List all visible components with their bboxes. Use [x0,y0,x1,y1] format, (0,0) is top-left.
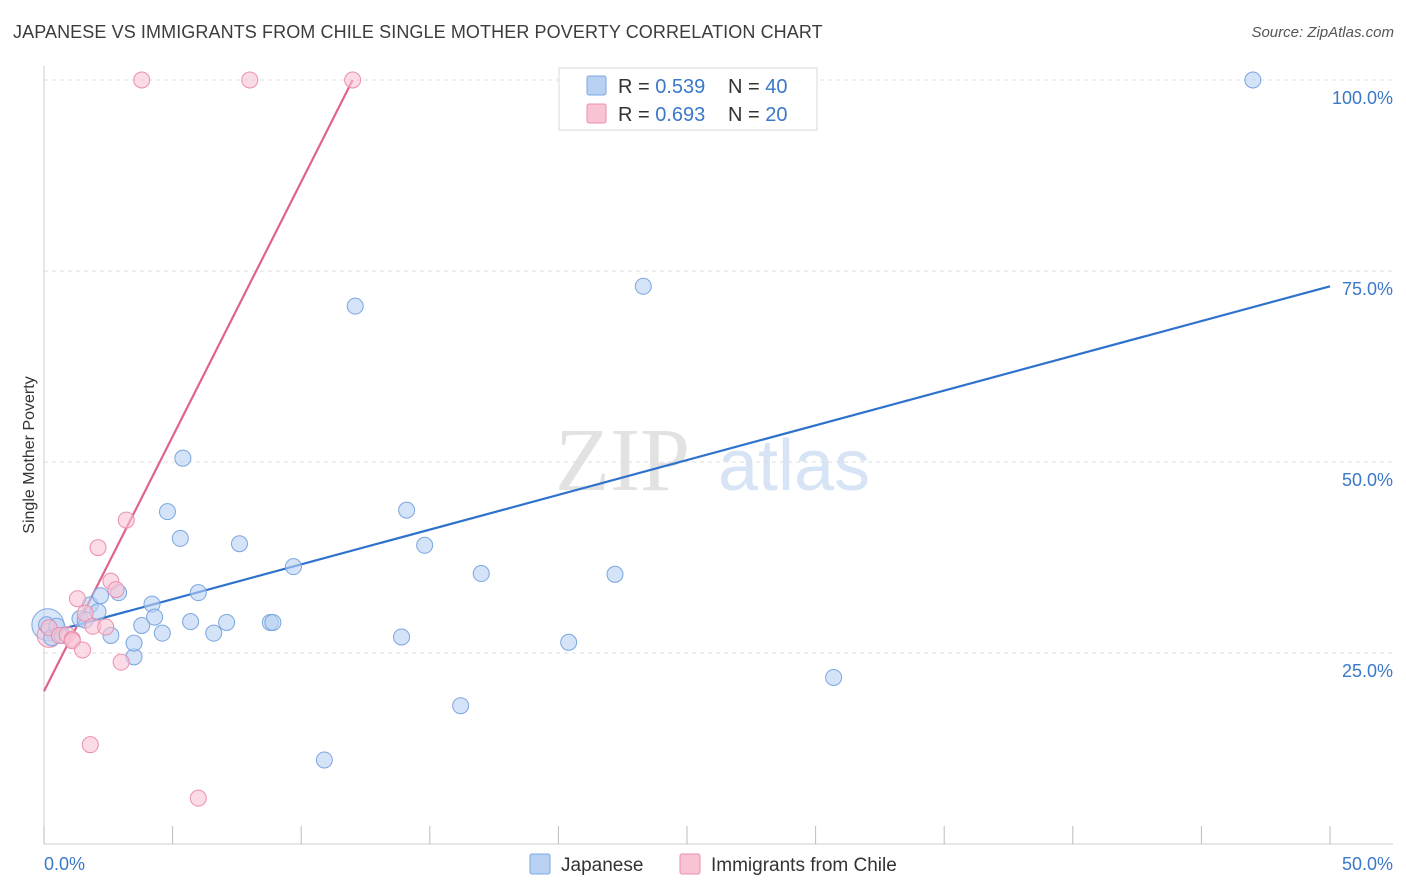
point-japanese-28 [315,751,333,769]
point-chile-19 [344,71,362,89]
point-chile-11 [97,618,115,636]
point-chile-18 [241,71,259,89]
point-chile-16 [133,71,151,89]
point-chile-10 [89,539,107,557]
point-japanese-38 [825,668,843,686]
point-japanese-26 [264,613,282,631]
y-tick-label-100: 100.0% [1332,88,1393,108]
point-japanese-21 [189,584,207,602]
legend-n-label-japanese: N = [728,76,765,98]
legend-n-value-chile: 20 [765,104,787,126]
svg-text:N = 20: N = 20 [728,104,788,126]
legend-swatch-japanese [586,75,607,96]
legend: R = 0.539 N = 40 R = 0.693 N = 20 [558,67,818,131]
chart-title: JAPANESE VS IMMIGRANTS FROM CHILE SINGLE… [13,22,823,42]
legend-n-label-chile: N = [728,104,765,126]
point-japanese-18 [171,529,189,547]
trend-lines [43,79,1331,692]
point-japanese-24 [230,535,248,553]
point-chile-15 [117,511,135,529]
gridlines [44,79,1393,654]
watermark-atlas: atlas [718,426,870,506]
point-chile-17 [189,789,207,807]
point-japanese-17 [158,503,176,521]
y-axis-label: Single Mother Poverty [21,376,38,533]
axes [43,66,1393,845]
point-japanese-12 [125,634,143,652]
point-japanese-30 [393,628,411,646]
point-japanese-15 [146,608,164,626]
bottom-legend: Japanese Immigrants from Chile [529,853,897,876]
point-chile-14 [112,653,130,671]
point-chile-5 [68,590,86,608]
point-japanese-34 [472,565,490,583]
point-chile-8 [81,736,99,754]
point-chile-7 [76,604,94,622]
data-points [31,71,1262,807]
legend-r-label-japanese: R = [618,76,655,98]
legend-r-label-chile: R = [618,104,655,126]
point-japanese-37 [634,277,652,295]
bottom-legend-swatch-chile [679,853,701,875]
svg-text:R = 0.693: R = 0.693 [618,104,705,126]
point-japanese-31 [398,501,416,519]
legend-r-value-japanese: 0.539 [655,76,705,98]
y-tick-label-50: 50.0% [1342,470,1393,490]
point-japanese-32 [416,536,434,554]
point-japanese-22 [205,624,223,642]
svg-text:N = 40: N = 40 [728,76,788,98]
point-japanese-9 [92,587,110,605]
point-japanese-35 [560,633,578,651]
trend-line-japanese [43,285,1331,635]
point-japanese-23 [218,613,236,631]
point-japanese-20 [182,613,200,631]
y-tick-label-25: 25.0% [1342,661,1393,681]
legend-r-value-chile: 0.693 [655,104,705,126]
svg-text:R = 0.539: R = 0.539 [618,76,705,98]
x-tick-label-0: 0.0% [44,854,85,874]
point-japanese-16 [153,624,171,642]
point-chile-13 [107,581,125,599]
bottom-legend-swatch-japanese [529,853,551,875]
point-japanese-36 [606,565,624,583]
y-tick-label-75: 75.0% [1342,279,1393,299]
point-japanese-27 [284,558,302,576]
bottom-legend-chile: Immigrants from Chile [711,855,897,876]
watermark-zip: ZIP [555,411,690,510]
point-japanese-29 [346,297,364,315]
point-japanese-19 [174,449,192,467]
source-label: Source: ZipAtlas.com [1251,24,1394,41]
point-japanese-39 [1244,71,1262,89]
x-tick-label-50: 50.0% [1342,854,1393,874]
point-japanese-13 [133,616,151,634]
point-chile-6 [74,641,92,659]
legend-swatch-chile [586,103,607,124]
legend-n-value-japanese: 40 [765,76,787,98]
bottom-legend-japanese: Japanese [561,855,643,876]
point-japanese-33 [452,697,470,715]
